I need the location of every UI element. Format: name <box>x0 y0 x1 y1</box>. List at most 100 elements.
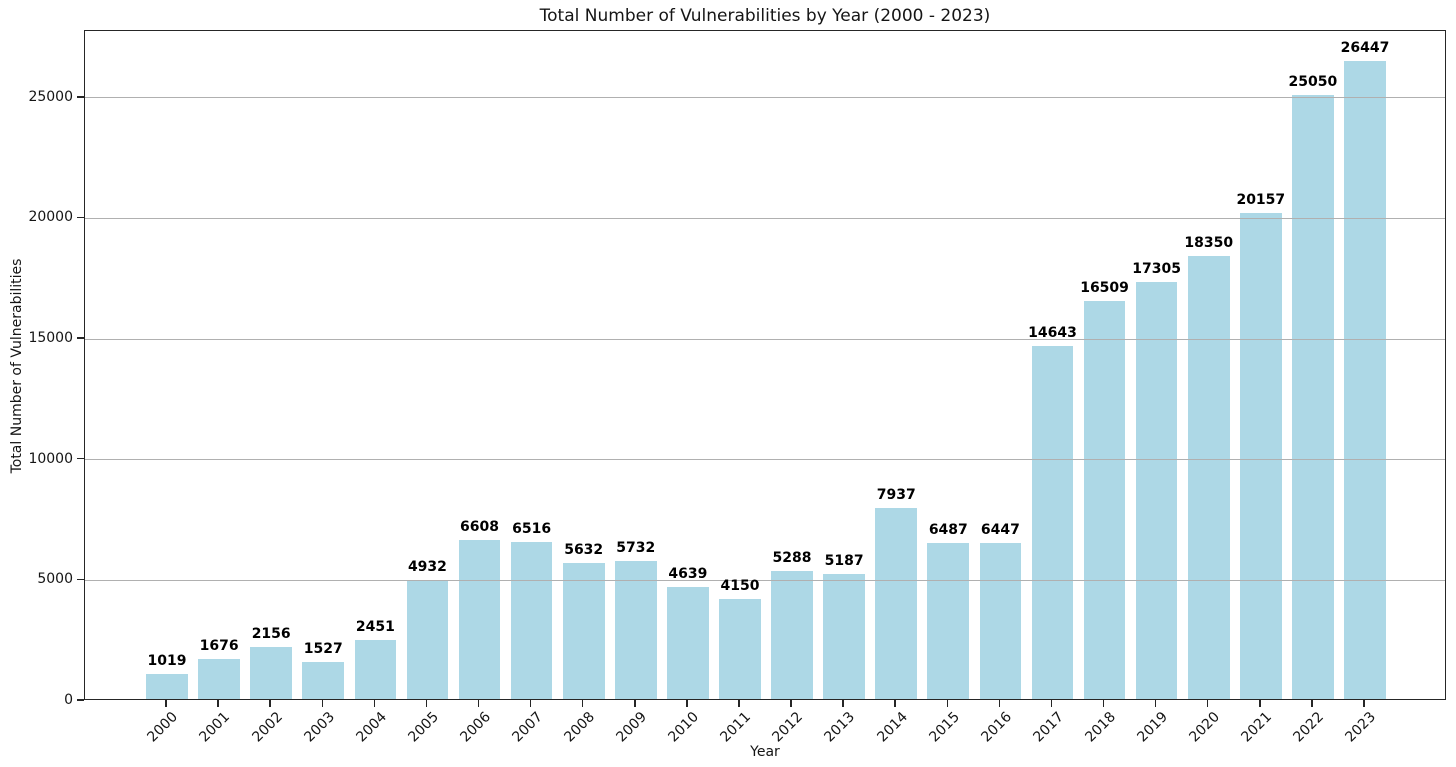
x-tick-label-text-2016: 2016 <box>978 709 1015 746</box>
x-tick-label-text-2009: 2009 <box>613 709 651 746</box>
x-tick-mark-2008 <box>581 700 584 707</box>
bar-2008 <box>562 563 605 699</box>
x-tick-mark-2018 <box>1102 700 1105 707</box>
bar-2023 <box>1344 60 1386 699</box>
y-tick-label-20000: 20000 <box>28 209 73 226</box>
bar-2003 <box>302 662 345 699</box>
gridline-5000 <box>85 579 1445 581</box>
x-tick-mark-2019 <box>1154 700 1157 707</box>
bar-2022 <box>1292 94 1334 699</box>
x-tick-mark-2007 <box>529 700 532 707</box>
x-tick-label-text-2010: 2010 <box>665 709 703 746</box>
x-tick-label-text-2015: 2015 <box>926 709 963 746</box>
bar-value-label-2006: 6608 <box>460 518 499 535</box>
bar-2017 <box>1031 345 1074 699</box>
bar-value-label-2013: 5187 <box>824 552 864 569</box>
bar-2015 <box>927 542 970 699</box>
bar-2013 <box>823 573 865 699</box>
x-tick-mark-2014 <box>894 700 896 707</box>
x-tick-label-text-2007: 2007 <box>509 709 546 746</box>
bar-value-label-2022: 25050 <box>1288 73 1338 90</box>
x-tick-mark-2001 <box>217 700 219 707</box>
x-tick-label-text-2008: 2008 <box>561 709 599 746</box>
gridline-15000 <box>85 338 1445 340</box>
x-tick-mark-2016 <box>998 700 1001 707</box>
bar-value-label-2004: 2451 <box>355 618 395 635</box>
y-tick-mark-0 <box>77 699 84 701</box>
y-tick-label-0: 0 <box>64 692 73 708</box>
x-tick-label-text-2021: 2021 <box>1238 709 1276 746</box>
x-tick-label-text-2020: 2020 <box>1186 709 1224 746</box>
x-tick-mark-2020 <box>1206 700 1209 707</box>
x-tick-label-text-2023: 2023 <box>1342 709 1380 746</box>
bar-2021 <box>1239 212 1282 699</box>
bar-value-label-2017: 14643 <box>1028 324 1077 341</box>
bar-value-label-2012: 5288 <box>772 550 812 567</box>
x-tick-mark-2005 <box>425 700 428 707</box>
x-tick-label-text-2012: 2012 <box>769 709 807 746</box>
y-tick-label-5000: 5000 <box>37 571 73 588</box>
bar-value-label-2014: 7937 <box>876 486 916 503</box>
x-tick-mark-2022 <box>1311 700 1313 707</box>
x-tick-mark-2003 <box>321 700 323 707</box>
bar-value-label-2018: 16509 <box>1080 279 1129 296</box>
x-tick-label-text-2013: 2013 <box>821 709 859 746</box>
x-tick-mark-2015 <box>946 700 949 707</box>
x-tick-label-text-2011: 2011 <box>717 709 755 746</box>
bar-value-label-2005: 4932 <box>407 559 447 576</box>
x-tick-label-text-2017: 2017 <box>1030 709 1067 746</box>
x-tick-label-text-2003: 2003 <box>301 709 338 746</box>
bar-2007 <box>510 541 553 699</box>
x-tick-mark-2011 <box>738 700 740 707</box>
x-tick-mark-2012 <box>790 700 792 707</box>
chart-title: Total Number of Vulnerabilities by Year … <box>539 6 991 26</box>
y-tick-mark-10000 <box>77 457 84 460</box>
y-tick-mark-20000 <box>77 216 84 219</box>
bar-value-label-2001: 1676 <box>199 637 239 654</box>
x-tick-label-text-2001: 2001 <box>196 709 234 746</box>
bar-2012 <box>771 571 813 699</box>
x-tick-mark-2021 <box>1259 700 1261 707</box>
bar-2011 <box>719 598 761 699</box>
x-tick-mark-2013 <box>842 700 844 707</box>
x-tick-mark-2023 <box>1363 700 1365 707</box>
gridline-20000 <box>85 217 1445 219</box>
bar-2018 <box>1083 300 1126 699</box>
bar-value-label-2000: 1019 <box>147 653 187 670</box>
bar-value-label-2019: 17305 <box>1132 260 1181 277</box>
x-tick-mark-2017 <box>1050 700 1053 707</box>
bar-value-label-2016: 6447 <box>980 522 1020 539</box>
x-tick-mark-2010 <box>686 700 688 707</box>
x-tick-mark-2004 <box>373 700 376 707</box>
bar-value-label-2002: 2156 <box>251 625 291 642</box>
bar-value-label-2021: 20157 <box>1236 191 1286 208</box>
x-tick-label-text-2022: 2022 <box>1290 709 1328 746</box>
x-tick-label-text-2004: 2004 <box>353 709 390 746</box>
bar-value-label-2020: 18350 <box>1184 235 1234 252</box>
y-tick-mark-15000 <box>77 337 84 339</box>
x-tick-label-text-2018: 2018 <box>1082 709 1119 746</box>
y-tick-mark-5000 <box>77 578 84 581</box>
bar-2004 <box>354 639 397 699</box>
y-tick-label-15000: 15000 <box>28 330 73 347</box>
y-tick-label-10000: 10000 <box>28 450 73 467</box>
x-tick-label-text-2005: 2005 <box>405 709 442 746</box>
bar-value-label-2009: 5732 <box>616 539 656 556</box>
gridline-10000 <box>85 459 1445 461</box>
x-tick-mark-2006 <box>477 700 480 707</box>
x-tick-mark-2000 <box>165 700 167 707</box>
y-tick-mark-25000 <box>77 96 84 98</box>
gridline-25000 <box>85 97 1445 99</box>
bar-2006 <box>458 539 501 699</box>
bar-2019 <box>1135 281 1178 699</box>
bar-2009 <box>614 560 657 699</box>
bar-value-label-2011: 4150 <box>720 577 760 594</box>
bar-2000 <box>146 674 188 699</box>
x-tick-label-text-2014: 2014 <box>874 709 911 746</box>
bar-2016 <box>979 543 1022 699</box>
bar-value-label-2023: 26447 <box>1340 39 1390 56</box>
bar-2014 <box>875 507 918 699</box>
x-tick-label-text-2000: 2000 <box>144 709 182 746</box>
bar-2005 <box>406 580 449 699</box>
